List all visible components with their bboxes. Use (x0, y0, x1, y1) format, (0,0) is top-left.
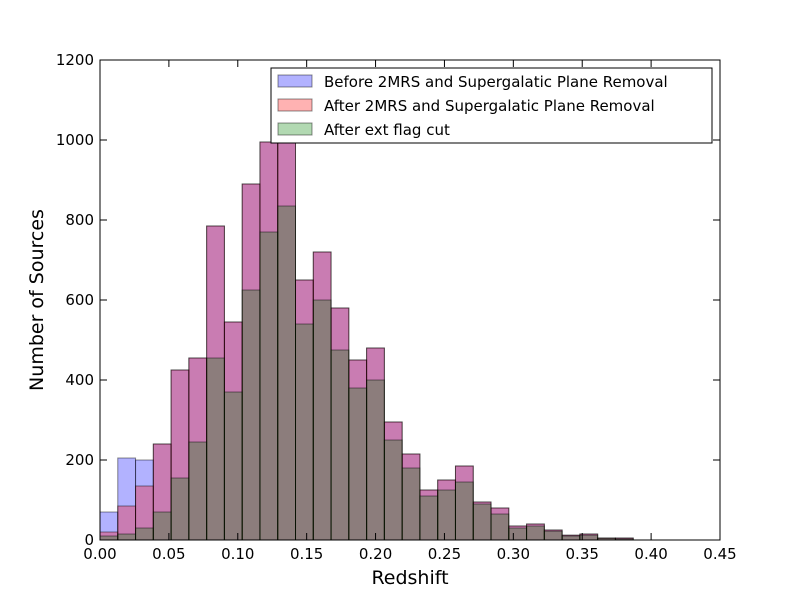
bar (561, 535, 581, 541)
x-tick-label: 0.45 (703, 545, 736, 563)
bar (401, 467, 421, 541)
bar (526, 525, 545, 541)
legend-label: After 2MRS and Supergalatic Plane Remova… (324, 97, 655, 115)
x-tick-label: 0.00 (83, 545, 116, 563)
y-tick-label: 0 (84, 531, 94, 549)
legend-label: Before 2MRS and Supergalatic Plane Remov… (324, 73, 668, 91)
bar (330, 349, 350, 541)
bar (472, 503, 492, 541)
series-3 (99, 205, 634, 541)
bar (135, 527, 154, 541)
x-tick-label: 0.30 (497, 545, 530, 563)
y-tick-label: 1200 (56, 51, 94, 69)
y-tick-label: 600 (65, 291, 94, 309)
legend-entry: After ext flag cut (277, 121, 450, 139)
legend-swatch (277, 74, 313, 88)
legend-entry: After 2MRS and Supergalatic Plane Remova… (277, 97, 655, 115)
bar (508, 527, 528, 541)
series-2 (99, 139, 634, 541)
x-tick-label: 0.25 (428, 545, 461, 563)
bar (295, 323, 314, 541)
bar (170, 477, 190, 541)
bar (543, 530, 563, 541)
legend-box (270, 67, 713, 144)
x-tick-label: 0.05 (152, 545, 185, 563)
bar (188, 441, 208, 541)
series-1 (99, 139, 634, 541)
bar (99, 535, 119, 541)
bar (223, 391, 243, 541)
x-tick-label: 0.40 (634, 545, 667, 563)
axes-layer: 0.00 0.05 0.10 0.15 0.20 0.25 0.30 0.35 0.40 0.45… (26, 51, 737, 589)
bar (490, 513, 510, 541)
bar (117, 533, 137, 541)
x-axis-label: Redshift (371, 567, 448, 589)
legend: Before 2MRS and Supergalatic Plane Remov… (270, 67, 713, 144)
x-tick-label: 0.35 (566, 545, 599, 563)
x-tick-label: 0.20 (359, 545, 392, 563)
bar (206, 357, 225, 541)
bar (241, 289, 261, 541)
bar (277, 205, 297, 541)
y-tick-label: 400 (65, 371, 94, 389)
y-tick-label: 200 (65, 451, 94, 469)
legend-swatch (277, 122, 313, 136)
legend-swatch (277, 98, 313, 112)
bar (419, 495, 439, 541)
bar (312, 299, 332, 541)
y-tick-label: 1000 (56, 131, 94, 149)
bars-layer (99, 139, 634, 541)
x-tick-label: 0.15 (290, 545, 323, 563)
legend-entry: Before 2MRS and Supergalatic Plane Remov… (277, 73, 668, 91)
legend-label: After ext flag cut (324, 121, 450, 139)
y-axis-label: Number of Sources (26, 209, 48, 391)
bar (366, 379, 385, 541)
x-tick-label: 0.10 (221, 545, 254, 563)
bar (454, 481, 474, 541)
y-tick-label: 800 (65, 211, 94, 229)
bar (437, 489, 456, 541)
bar (348, 387, 368, 541)
bar (259, 231, 279, 541)
bar (383, 439, 403, 541)
